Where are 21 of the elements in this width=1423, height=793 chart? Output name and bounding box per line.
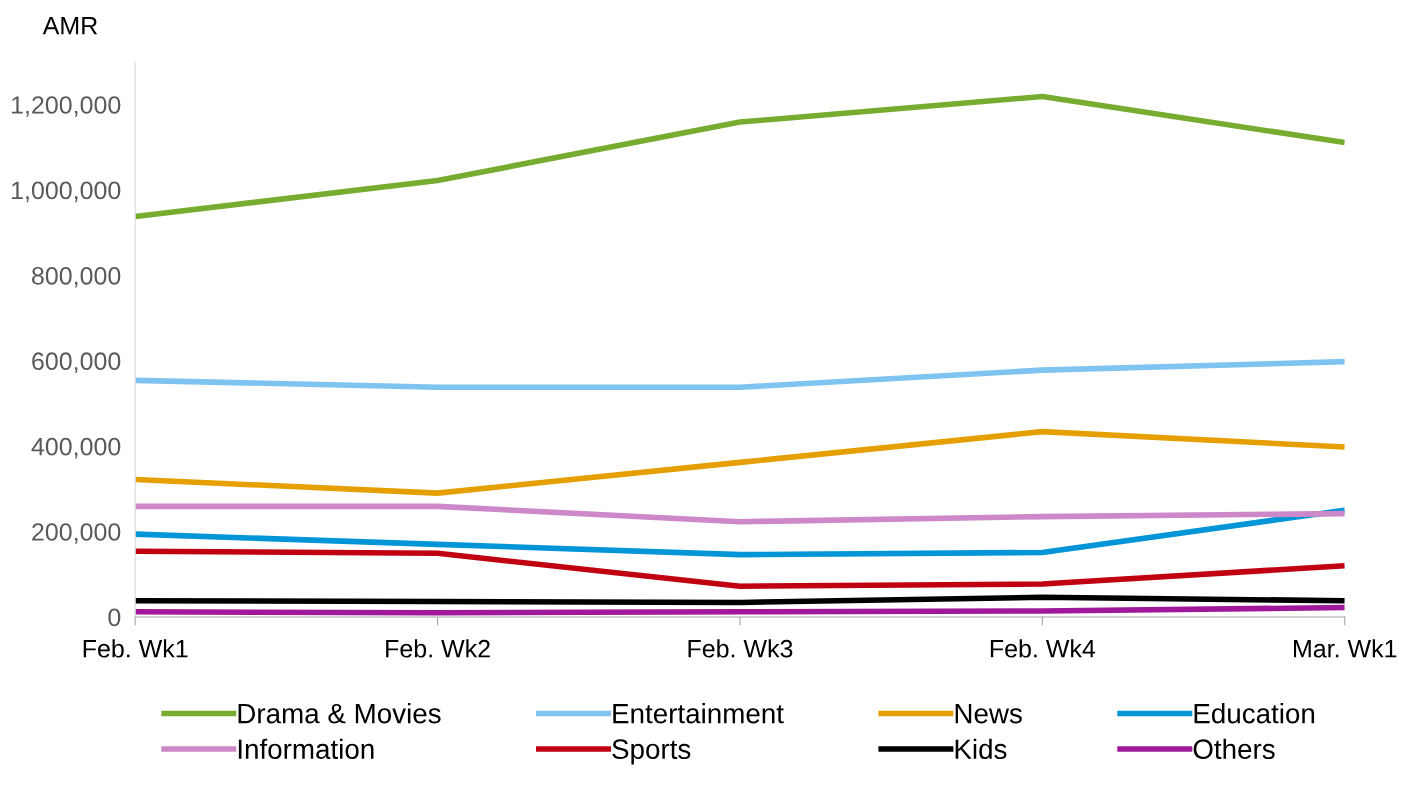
legend-label: Kids [955,738,1007,760]
x-tick-label: Feb. Wk2 [386,639,490,658]
legend-label: Sports [612,739,691,765]
y-tick-label: 800,000 [32,266,121,288]
legend-label: Entertainment [613,703,784,724]
y-tick-label: 1,000,000 [12,181,121,203]
y-tick-label: 1,200,000 [12,96,121,117]
legend-label: News [955,704,1022,724]
legend-label: Others [1193,738,1275,760]
x-tick-label: Mar. Wk1 [1294,639,1397,658]
y-tick-label: 0 [108,608,121,627]
y-axis-title: AMR [42,17,98,35]
legend-label: Education [1194,703,1315,724]
y-tick-label: 400,000 [31,437,121,459]
y-tick-label: 200,000 [32,523,121,544]
x-tick-label: Feb. Wk4 [990,639,1096,658]
x-tick-label: Feb. Wk3 [688,639,793,658]
legend-label: Information [238,738,374,760]
legend-label: Drama & Movies [238,703,441,724]
y-tick-label: 600,000 [32,352,121,374]
x-tick-label: Feb. Wk1 [83,639,188,658]
